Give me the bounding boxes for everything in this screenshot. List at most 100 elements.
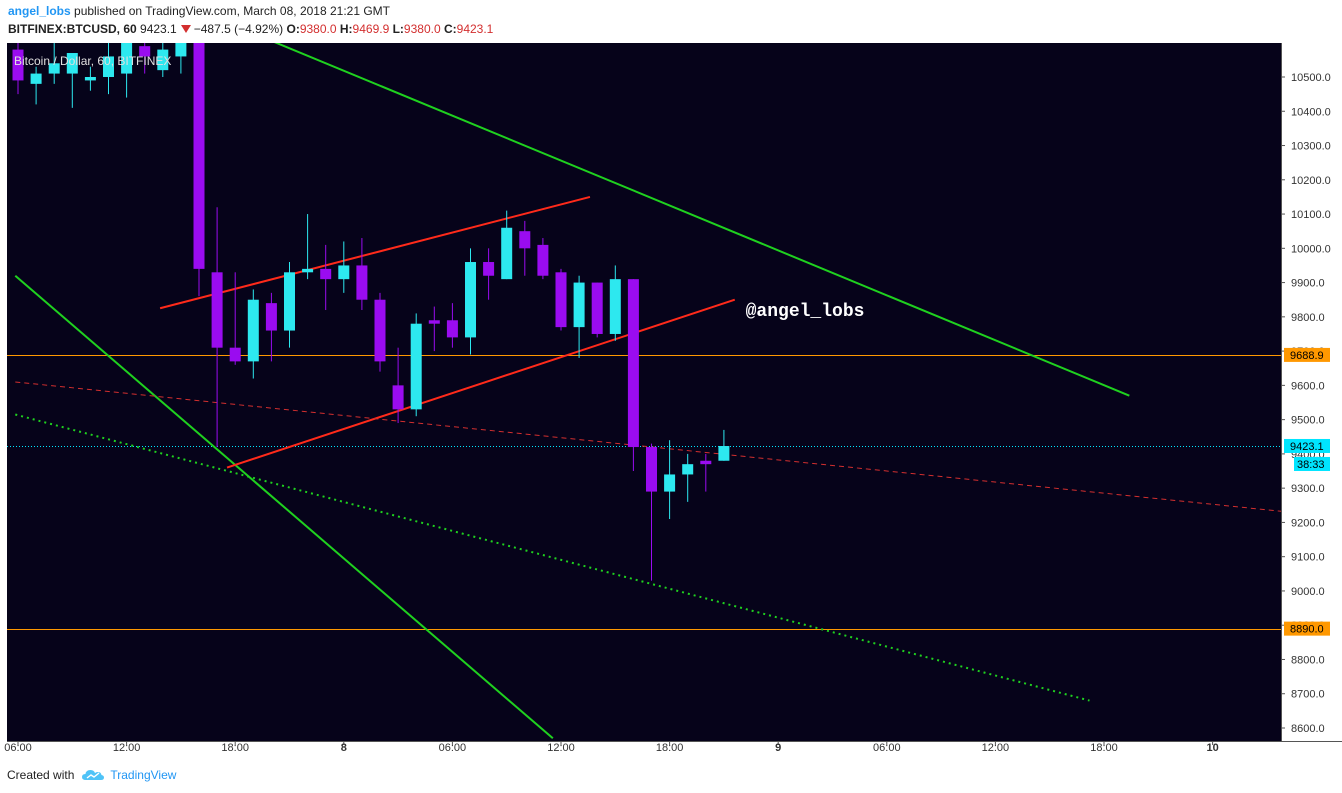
y-tick-label: 9300.0 (1291, 483, 1325, 495)
footer: Created with TradingView (7, 768, 176, 782)
low-value: 9380.0 (403, 22, 441, 36)
candle-body (103, 56, 114, 77)
candle-body (428, 320, 440, 324)
publish-text: published on TradingView.com, March 08, … (74, 4, 390, 18)
candle-body (284, 272, 295, 331)
tradingview-link[interactable]: TradingView (110, 768, 177, 782)
candle-body (446, 320, 458, 338)
trendline-red-solid (226, 298, 736, 469)
publish-info: angel_lobs published on TradingView.com,… (8, 4, 390, 18)
candle-body (12, 49, 24, 81)
candle-body (139, 46, 151, 57)
trendline-red-solid (159, 195, 591, 310)
level-price-tag-text: 8890.0 (1290, 624, 1324, 636)
candle-body (537, 244, 549, 276)
candle-body (66, 53, 78, 74)
close-value: 9423.1 (456, 22, 494, 36)
author-link[interactable]: angel_lobs (8, 4, 71, 18)
y-tick-label: 10300.0 (1291, 141, 1331, 153)
tradingview-cloud-icon (82, 770, 105, 780)
candle-body (700, 460, 712, 465)
trendline-green-solid (14, 274, 554, 740)
candle-body (664, 474, 676, 492)
x-tick-label: 10 (1206, 742, 1218, 754)
x-tick-label: 06:00 (439, 742, 467, 754)
price-chart[interactable]: 8600.08700.08800.08900.09000.09100.09200… (0, 41, 1342, 757)
y-tick-label: 9200.0 (1291, 517, 1325, 529)
y-tick-label: 8600.0 (1291, 723, 1325, 735)
y-tick-label: 8700.0 (1291, 689, 1325, 701)
candle-body (501, 227, 513, 280)
candle-body (718, 446, 730, 461)
high-value: 9469.9 (352, 22, 390, 36)
countdown-box (1294, 456, 1330, 471)
y-tick-label: 9100.0 (1291, 552, 1325, 564)
candle-body (392, 385, 404, 410)
y-tick-label: 10000.0 (1291, 243, 1331, 255)
last-price-tag-box (1284, 438, 1330, 453)
y-tick-label: 10100.0 (1291, 209, 1331, 221)
candle-body (465, 262, 476, 338)
trendline-green-solid (274, 43, 1130, 397)
level-price-tag-box (1284, 621, 1330, 636)
candle-body (84, 77, 96, 81)
down-arrow-icon (180, 25, 191, 33)
candle-body (555, 272, 567, 328)
y-tick-label: 9800.0 (1291, 312, 1325, 324)
candle-body (682, 464, 694, 475)
symbol-legend: BITFINEX:BTCUSD, 60 9423.1 −487.5 (−4.92%… (8, 22, 493, 36)
candle-body (175, 43, 187, 57)
low-label: L: (392, 22, 404, 36)
y-tick-label: 9000.0 (1291, 586, 1325, 598)
candle-body (193, 43, 205, 269)
countdown-text: 38:33 (1297, 459, 1325, 471)
candle-body (265, 303, 277, 331)
price-change: −487.5 (−4.92%) (193, 22, 284, 36)
candle-body (627, 279, 639, 448)
x-tick-label: 9 (775, 742, 781, 754)
y-tick-label: 8800.0 (1291, 654, 1325, 666)
x-tick-label: 18:00 (221, 742, 249, 754)
symbol-label: BITFINEX:BTCUSD, 60 (8, 22, 137, 36)
x-tick-label: 8 (341, 742, 347, 754)
candle-body (573, 282, 585, 328)
candle-body (609, 279, 621, 334)
candle-body (483, 262, 495, 276)
created-with-text: Created with (7, 768, 75, 782)
candle-body (338, 265, 350, 280)
candle-body (121, 43, 133, 74)
level-price-tag-text: 9688.9 (1290, 350, 1324, 362)
x-tick-label: 12:00 (982, 742, 1010, 754)
open-value: 9380.0 (299, 22, 337, 36)
candle-body (30, 73, 42, 84)
candle-body (374, 299, 386, 362)
candle-body (157, 49, 169, 71)
y-tick-label: 9900.0 (1291, 278, 1325, 290)
candle-body (646, 447, 657, 492)
close-label: C: (443, 22, 457, 36)
plot-area[interactable] (7, 43, 1281, 741)
x-tick-label: 06:00 (4, 742, 32, 754)
level-price-tag-box (1284, 347, 1330, 362)
y-tick-label: 9600.0 (1291, 380, 1325, 392)
candle-body (229, 347, 241, 362)
y-tick-label: 10200.0 (1291, 175, 1331, 187)
candle-body (591, 282, 603, 334)
last-price: 9423.1 (140, 22, 177, 36)
chart-title: Bitcoin / Dollar, 60, BITFINEX (14, 54, 171, 68)
x-tick-label: 06:00 (873, 742, 901, 754)
candle-body (410, 323, 422, 410)
open-label: O: (286, 22, 300, 36)
x-tick-label: 18:00 (656, 742, 684, 754)
y-tick-label: 10500.0 (1291, 72, 1331, 84)
candle-body (519, 231, 531, 249)
candle-body (356, 265, 368, 300)
candle-body (302, 268, 314, 273)
author-watermark: @angel_lobs (746, 302, 865, 322)
candle-body (320, 268, 332, 280)
y-tick-label: 10400.0 (1291, 106, 1331, 118)
candle-body (247, 299, 259, 362)
high-label: H: (339, 22, 353, 36)
x-tick-label: 12:00 (547, 742, 575, 754)
y-tick-label: 9500.0 (1291, 415, 1325, 427)
